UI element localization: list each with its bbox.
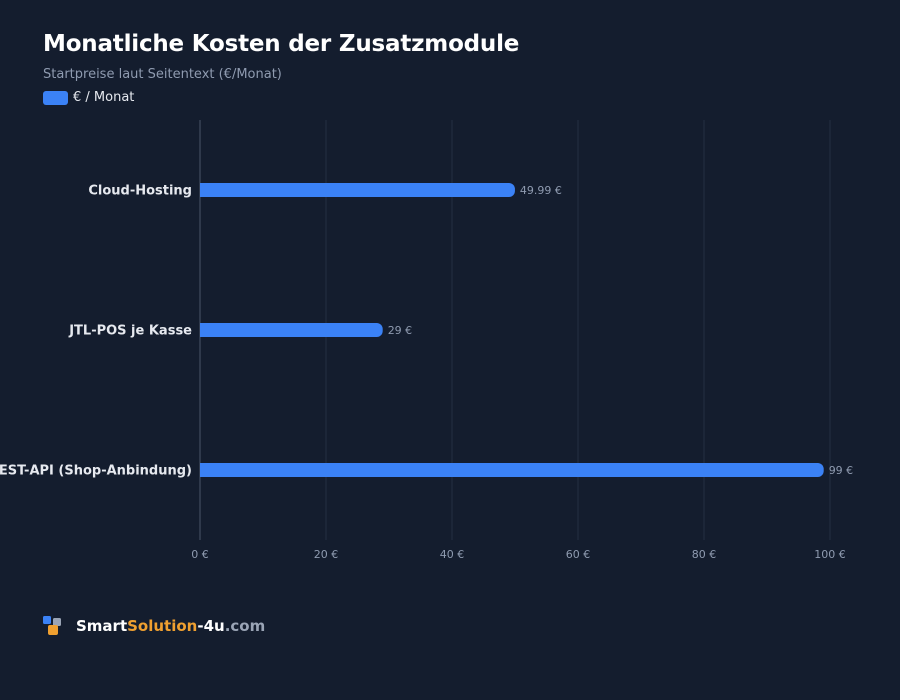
bar <box>200 323 383 337</box>
bar <box>200 183 515 197</box>
legend-label: € / Monat <box>73 90 135 105</box>
bar-base <box>200 463 208 477</box>
brand-part-com: .com <box>224 616 266 635</box>
brand-part-solution: Solution <box>127 616 198 635</box>
x-tick-label: 40 € <box>440 548 465 561</box>
x-tick-label: 0 € <box>191 548 209 561</box>
category-label: REST-API (Shop-Anbindung) <box>0 464 192 479</box>
footer: SmartSolution-4u.com <box>43 616 265 635</box>
chart-title: Monatliche Kosten der Zusatzmodule <box>43 31 520 57</box>
value-label: 99 € <box>829 464 854 477</box>
category-label: Cloud-Hosting <box>88 184 192 199</box>
squares-logo-icon <box>43 616 61 635</box>
brand-part-smart: Smart <box>76 616 128 635</box>
brand-name: SmartSolution-4u.com <box>76 617 265 635</box>
brand-part-4u: -4u <box>197 616 225 635</box>
x-tick-label: 60 € <box>566 548 591 561</box>
bar-chart: 0 € 20 € 40 € 60 € 80 € 100 € Cloud-Hosting 49.… <box>0 120 853 562</box>
category-label: JTL-POS je Kasse <box>68 324 192 339</box>
value-label: 29 € <box>388 324 413 337</box>
legend: € / Monat <box>43 90 134 105</box>
chart-subtitle: Startpreise laut Seitentext (€/Monat) <box>43 67 282 82</box>
bar-base <box>200 183 208 197</box>
legend-swatch <box>43 90 68 105</box>
value-label: 49.99 € <box>520 184 562 197</box>
bar-base <box>200 323 208 337</box>
x-tick-label: 80 € <box>692 548 717 561</box>
label-layer: 0 € 20 € 40 € 60 € 80 € 100 € Cloud-Hosting 49.… <box>0 184 853 562</box>
bar-layer <box>200 183 824 477</box>
bar <box>200 463 824 477</box>
x-tick-label: 100 € <box>814 548 846 561</box>
x-tick-label: 20 € <box>314 548 339 561</box>
